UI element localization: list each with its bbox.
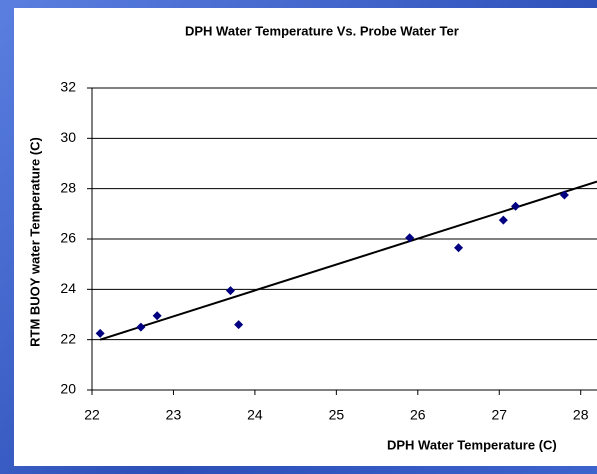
y-tick-label: 26 <box>60 230 76 246</box>
x-tick-label: 26 <box>410 407 426 423</box>
y-tick-label: 20 <box>60 381 76 397</box>
y-tick-label: 28 <box>60 179 76 195</box>
point <box>498 215 508 225</box>
chart-area <box>14 8 597 466</box>
point <box>559 190 569 200</box>
x-tick-label: 28 <box>573 407 589 423</box>
x-tick-label: 27 <box>491 407 507 423</box>
point <box>225 286 235 296</box>
point <box>511 201 521 211</box>
point <box>95 328 105 338</box>
point <box>454 243 464 253</box>
x-tick-label: 24 <box>247 407 263 423</box>
y-tick-label: 30 <box>60 129 76 145</box>
point <box>152 311 162 321</box>
x-tick-label: 25 <box>329 407 345 423</box>
y-tick-label: 22 <box>60 330 76 346</box>
point <box>136 322 146 332</box>
chart-title: DPH Water Temperature Vs. Probe Water Te… <box>185 23 459 38</box>
x-tick-label: 22 <box>84 407 100 423</box>
y-tick-label: 24 <box>60 280 76 296</box>
y-tick-label: 32 <box>60 79 76 95</box>
x-tick-label: 23 <box>166 407 182 423</box>
y-axis-title: RTM BUOY water Temperature (C) <box>27 137 42 347</box>
x-axis-title: DPH Water Temperature (C) <box>387 437 557 452</box>
point <box>405 233 415 243</box>
point <box>234 320 244 330</box>
